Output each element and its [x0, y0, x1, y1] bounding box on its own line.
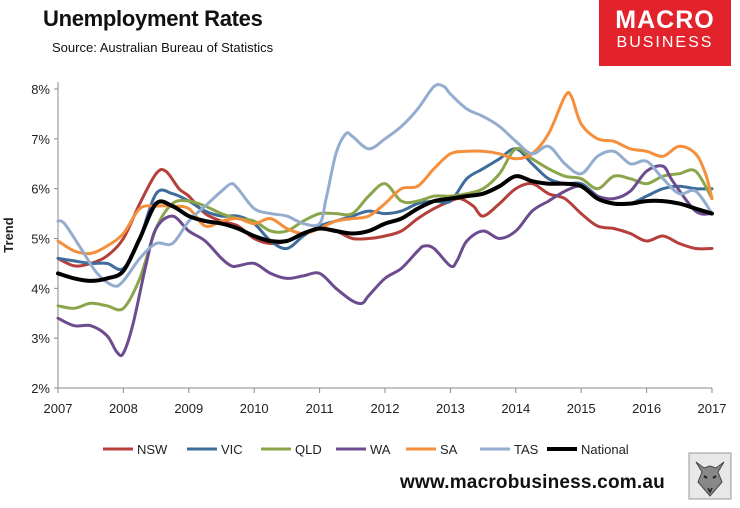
x-tick-label: 2011 [306, 401, 334, 416]
x-tick-label: 2014 [501, 401, 530, 416]
chart-source: Source: Australian Bureau of Statistics [52, 40, 274, 55]
series-line-tas [56, 83, 714, 288]
x-tick-label: 2013 [436, 401, 465, 416]
footer-url[interactable]: www.macrobusiness.com.au [400, 472, 665, 493]
x-tick-label: 2010 [240, 401, 269, 416]
macrobusiness-logo[interactable]: MACRO BUSINESS [599, 0, 731, 66]
x-tick-label: 2012 [371, 401, 400, 416]
x-tick-label: 2009 [174, 401, 203, 416]
legend-label-sa: SA [440, 442, 458, 457]
wolf-icon [688, 452, 732, 500]
chart-title: Unemployment Rates [43, 6, 263, 31]
legend-label-qld: QLD [295, 442, 322, 457]
y-tick-label: 6% [31, 182, 50, 197]
x-tick-label: 2007 [44, 401, 73, 416]
x-tick-label: 2016 [632, 401, 661, 416]
series-line-qld [56, 146, 714, 312]
logo-line-1: MACRO [615, 6, 715, 34]
y-tick-label: 2% [31, 381, 50, 396]
series-line-vic [56, 147, 714, 272]
legend-label-tas: TAS [514, 442, 539, 457]
y-axis-title: Trend [1, 217, 16, 252]
x-tick-label: 2017 [698, 401, 727, 416]
y-tick-label: 3% [31, 331, 50, 346]
y-tick-label: 5% [31, 232, 50, 247]
y-tick-label: 8% [31, 82, 50, 97]
legend-label-vic: VIC [221, 442, 243, 457]
x-tick-label: 2015 [567, 401, 596, 416]
logo-line-2: BUSINESS [616, 34, 714, 51]
legend-label-wa: WA [370, 442, 391, 457]
y-tick-label: 7% [31, 132, 50, 147]
legend-label-national: National [581, 442, 629, 457]
legend-label-nsw: NSW [137, 442, 168, 457]
x-tick-label: 2008 [109, 401, 138, 416]
series-line-nsw [56, 167, 714, 268]
y-tick-label: 4% [31, 281, 50, 296]
series-line-national [56, 174, 714, 283]
